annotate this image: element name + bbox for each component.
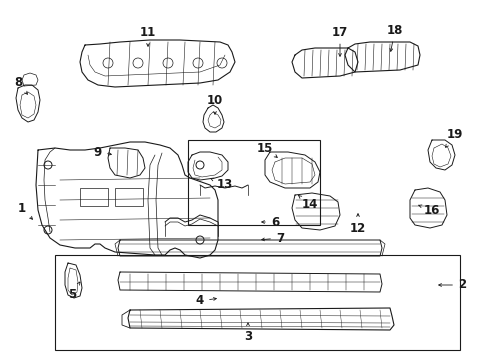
Text: 11: 11 [140, 26, 156, 46]
Text: 2: 2 [438, 279, 465, 292]
Text: 7: 7 [261, 231, 284, 244]
Text: 6: 6 [261, 216, 279, 229]
Text: 18: 18 [386, 23, 403, 51]
Bar [187, 140, 319, 225]
Bar [80, 188, 108, 206]
Text: 15: 15 [256, 141, 277, 157]
Text: 9: 9 [94, 145, 111, 158]
Text: 5: 5 [68, 282, 80, 301]
Text: 17: 17 [331, 26, 347, 56]
Text: 16: 16 [418, 203, 439, 216]
Text: 13: 13 [210, 178, 233, 192]
Text: 10: 10 [206, 94, 223, 114]
Text: 14: 14 [298, 195, 318, 211]
Text: 1: 1 [18, 202, 32, 219]
Text: 19: 19 [445, 129, 462, 147]
Text: 4: 4 [196, 294, 216, 307]
Text: 3: 3 [244, 323, 251, 342]
Bar [55, 255, 459, 350]
Text: 8: 8 [14, 76, 27, 94]
Bar [115, 188, 142, 206]
Text: 12: 12 [349, 214, 366, 234]
